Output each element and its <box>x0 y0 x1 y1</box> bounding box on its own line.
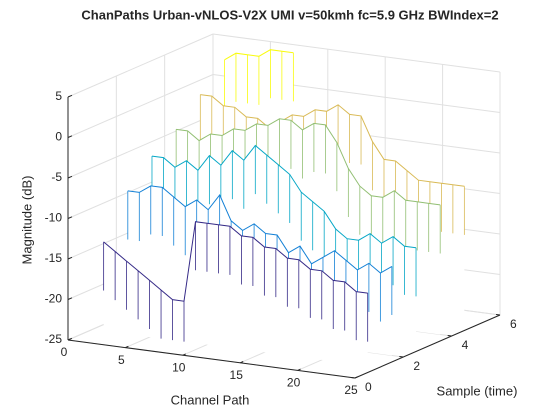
x-tick-label: 15 <box>230 368 244 382</box>
z-tick-label: -5 <box>51 170 62 184</box>
z-tick-label: -25 <box>45 332 63 346</box>
z-tick-label: -10 <box>45 211 63 225</box>
y-tick <box>495 314 501 316</box>
z-tick <box>67 337 73 341</box>
z-tick <box>67 216 73 219</box>
series-line <box>224 49 294 61</box>
z-tick-label: 0 <box>55 130 62 144</box>
y-tick-label: 6 <box>510 317 517 331</box>
series-line <box>151 144 417 249</box>
x-tick <box>182 353 186 356</box>
z-tick <box>67 135 73 138</box>
z-axis-label: Magnitude (dB) <box>19 176 34 265</box>
grid-line <box>67 33 214 98</box>
curtain <box>103 221 368 366</box>
series-line <box>103 221 368 302</box>
x-tick-label: 25 <box>344 383 358 397</box>
x-tick-label: 10 <box>172 360 186 374</box>
series-line <box>200 94 465 187</box>
x-tick-label: 20 <box>287 376 301 390</box>
grid-line <box>67 74 214 138</box>
z-tick <box>67 297 73 300</box>
y-tick <box>399 356 404 358</box>
z-tick-label: -15 <box>45 251 63 265</box>
y-tick-label: 0 <box>365 380 372 394</box>
y-tick <box>350 377 356 379</box>
grid-line <box>67 114 214 179</box>
y-tick-label: 4 <box>462 338 469 352</box>
z-tick <box>67 175 73 179</box>
y-tick-label: 2 <box>413 359 420 373</box>
series-line <box>176 118 441 206</box>
x-tick <box>240 361 244 364</box>
z-tick-label: 5 <box>55 89 62 103</box>
x-tick-label: 0 <box>61 345 68 359</box>
z-tick-label: -20 <box>45 292 63 306</box>
z-tick <box>67 256 73 260</box>
series-line <box>127 185 393 274</box>
x-tick-label: 5 <box>118 353 125 367</box>
y-axis <box>354 314 501 379</box>
z-tick <box>67 94 73 98</box>
x-axis <box>67 339 356 379</box>
x-tick <box>297 368 301 371</box>
x-tick <box>125 345 129 349</box>
x-tick <box>354 376 359 379</box>
y-tick <box>447 335 452 337</box>
x-axis-label: Channel Path <box>171 392 250 407</box>
grid-line <box>212 33 501 73</box>
y-axis-label: Sample (time) <box>437 383 518 398</box>
chart-title: ChanPaths Urban-vNLOS-V2X UMI v=50kmh fc… <box>81 7 498 22</box>
